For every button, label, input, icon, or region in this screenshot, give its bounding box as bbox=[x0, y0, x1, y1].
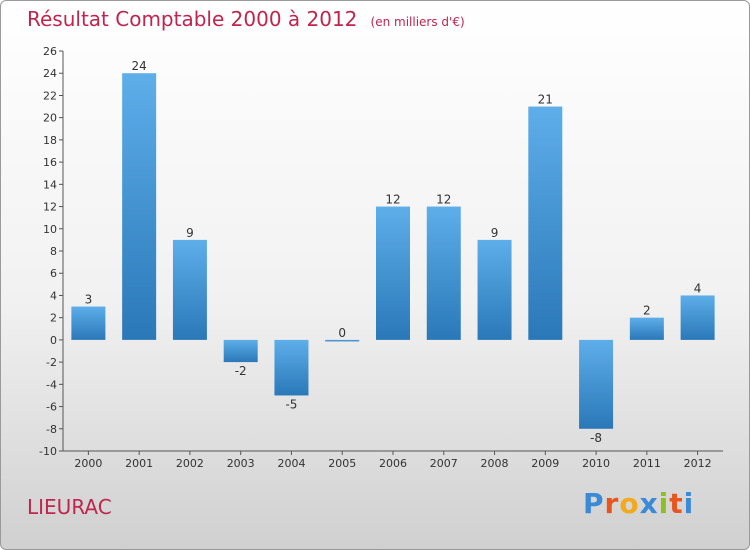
y-tick-label: 22 bbox=[43, 89, 57, 102]
y-tick-label: 6 bbox=[50, 267, 57, 280]
bar-2004 bbox=[274, 339, 309, 396]
y-tick-label: -4 bbox=[46, 378, 57, 391]
chart-title-unit: (en milliers d'€) bbox=[370, 15, 465, 29]
bar-2009 bbox=[528, 106, 563, 340]
data-label-2009: 21 bbox=[538, 93, 553, 107]
brand-letter: P bbox=[583, 487, 605, 520]
data-label-2002: 9 bbox=[186, 226, 194, 240]
data-label-2003: -2 bbox=[235, 364, 247, 378]
data-label-2012: 4 bbox=[694, 281, 702, 295]
bar-2012 bbox=[680, 295, 715, 340]
bar-2003 bbox=[223, 339, 258, 363]
data-label-2007: 12 bbox=[436, 193, 451, 207]
brand-letter: t bbox=[669, 487, 684, 520]
y-tick-label: 10 bbox=[43, 223, 57, 236]
x-tick-label: 2008 bbox=[481, 457, 509, 470]
y-tick-label: -10 bbox=[39, 445, 57, 458]
x-tick-label: 2012 bbox=[684, 457, 712, 470]
bar-2008 bbox=[477, 239, 512, 340]
y-tick-label: 26 bbox=[43, 45, 57, 58]
bar-2010 bbox=[579, 339, 614, 429]
y-tick-label: 20 bbox=[43, 112, 57, 125]
proxiti-logo[interactable]: Proxiti bbox=[583, 487, 694, 520]
brand-letter: o bbox=[619, 487, 640, 520]
x-tick-label: 2000 bbox=[74, 457, 102, 470]
x-tick-label: 2002 bbox=[176, 457, 204, 470]
x-tick-label: 2003 bbox=[227, 457, 255, 470]
brand-letter: r bbox=[604, 487, 620, 520]
x-tick-label: 2004 bbox=[277, 457, 305, 470]
location-label: LIEURAC bbox=[27, 495, 112, 519]
x-tick-label: 2011 bbox=[633, 457, 661, 470]
bar-2005 bbox=[325, 339, 360, 342]
y-tick-label: 2 bbox=[50, 312, 57, 325]
y-tick-label: -8 bbox=[46, 423, 57, 436]
brand-letter: i bbox=[683, 487, 695, 520]
data-label-2008: 9 bbox=[491, 226, 499, 240]
bar-2001 bbox=[122, 73, 157, 340]
y-tick-label: -2 bbox=[46, 356, 57, 369]
y-tick-label: 14 bbox=[43, 178, 57, 191]
x-tick-label: 2009 bbox=[531, 457, 559, 470]
y-tick-label: 0 bbox=[50, 334, 57, 347]
data-label-2011: 2 bbox=[643, 304, 651, 318]
chart-title: Résultat Comptable 2000 à 2012 (en milli… bbox=[27, 7, 465, 31]
data-label-2001: 24 bbox=[132, 59, 147, 73]
x-tick-label: 2006 bbox=[379, 457, 407, 470]
x-tick-label: 2005 bbox=[328, 457, 356, 470]
y-tick-label: 12 bbox=[43, 201, 57, 214]
brand-letter: i bbox=[658, 487, 670, 520]
y-tick-label: 24 bbox=[43, 67, 57, 80]
data-label-2000: 3 bbox=[85, 293, 93, 307]
bar-2011 bbox=[629, 317, 664, 340]
data-label-2004: -5 bbox=[285, 397, 297, 411]
data-label-2005: 0 bbox=[338, 326, 346, 340]
y-tick-label: 16 bbox=[43, 156, 57, 169]
data-label-2010: -8 bbox=[590, 431, 602, 445]
bar-2007 bbox=[426, 206, 461, 340]
x-tick-label: 2007 bbox=[430, 457, 458, 470]
y-tick-label: 8 bbox=[50, 245, 57, 258]
x-tick-label: 2010 bbox=[582, 457, 610, 470]
y-tick-label: -6 bbox=[46, 401, 57, 414]
brand-letter: x bbox=[639, 487, 659, 520]
x-tick-label: 2001 bbox=[125, 457, 153, 470]
y-tick-label: 4 bbox=[50, 289, 57, 302]
chart-title-main: Résultat Comptable 2000 à 2012 bbox=[27, 7, 358, 31]
bar-2006 bbox=[376, 206, 410, 340]
data-label-2006: 12 bbox=[385, 193, 400, 207]
y-tick-label: 18 bbox=[43, 134, 57, 147]
bar-2000 bbox=[71, 306, 106, 340]
bar-2002 bbox=[172, 239, 207, 340]
